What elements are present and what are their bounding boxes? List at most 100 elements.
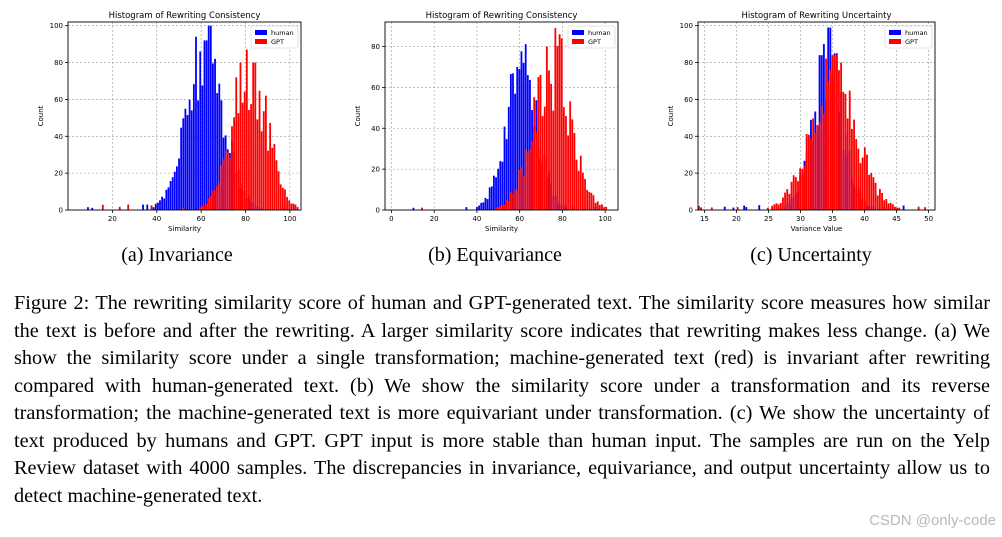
histogram-bar (560, 38, 563, 210)
histogram-bar (868, 174, 871, 210)
histogram-bar (571, 119, 574, 210)
histogram-bar (777, 204, 780, 210)
histogram-bar (159, 200, 161, 210)
histogram-bar (499, 161, 502, 210)
y-tick-label: 20 (684, 170, 693, 178)
histogram-bar (167, 187, 170, 210)
histogram-bar (182, 207, 185, 210)
subcaption-invariance: (a) Invariance (121, 244, 233, 266)
legend-swatch (889, 30, 901, 35)
histogram-bar (421, 207, 423, 210)
histogram-bar (269, 123, 272, 210)
histogram-bar (212, 190, 214, 210)
y-tick-label: 40 (371, 125, 380, 133)
histogram-bar (205, 40, 208, 211)
histogram-bar (732, 207, 735, 210)
histogram-bar (846, 118, 849, 210)
histogram-bar (214, 58, 216, 210)
histogram-bar (556, 46, 559, 211)
histogram-bar (779, 203, 782, 210)
histogram-bar (541, 115, 544, 210)
histogram-bar (216, 186, 219, 210)
histogram-bar (831, 55, 834, 211)
histogram-bar (577, 170, 580, 210)
histogram-bar (743, 205, 746, 210)
histogram-bar (224, 151, 227, 210)
histogram-bar (279, 184, 282, 210)
histogram-bar (550, 83, 553, 210)
y-tick-label: 40 (54, 133, 63, 141)
histogram-bar (203, 40, 206, 211)
histogram-bar (507, 201, 510, 210)
histogram-bar (874, 182, 877, 210)
histogram-bar (488, 187, 491, 210)
histogram-bar (91, 207, 94, 210)
histogram-bar (883, 200, 886, 210)
histogram-bar (163, 198, 166, 210)
legend-swatch (889, 39, 901, 44)
series-GPT (421, 28, 608, 211)
histogram-bar (252, 62, 255, 211)
histogram-bar (190, 110, 193, 210)
x-tick-label: 40 (152, 215, 161, 223)
histogram-bar (818, 122, 821, 210)
legend-label: human (588, 29, 611, 37)
histogram-bar (490, 186, 493, 210)
histogram-bar (199, 206, 202, 210)
y-tick-label: 80 (371, 43, 380, 51)
histogram-bar (803, 166, 806, 210)
histogram-bar (835, 54, 838, 210)
histogram-bar (822, 113, 825, 210)
histogram-bar (237, 113, 240, 210)
histogram-bar (771, 205, 774, 210)
histogram-bar (794, 177, 797, 210)
histogram-bar (482, 202, 485, 210)
histogram-bar (188, 99, 191, 210)
histogram-bar (596, 201, 599, 210)
histogram-bar (775, 203, 778, 210)
x-axis-label: Similarity (485, 225, 518, 233)
histogram-bar (226, 151, 229, 210)
histogram-bar (526, 75, 529, 210)
histogram-bar (243, 91, 246, 210)
histogram-bar (885, 198, 888, 210)
histogram-bar (231, 126, 233, 210)
y-tick-label: 60 (684, 96, 693, 104)
histogram-bar (522, 176, 525, 210)
histogram-bar (520, 51, 523, 211)
histogram-bar (520, 167, 523, 210)
histogram-bar (497, 207, 500, 210)
histogram-bar (207, 25, 210, 210)
histogram-bar (505, 139, 508, 210)
histogram-bar (273, 143, 276, 210)
histogram-bar (805, 134, 808, 210)
y-tick-label: 100 (50, 22, 63, 30)
histogram-bar (150, 205, 153, 210)
histogram-bar (292, 203, 295, 210)
x-tick-label: 30 (796, 215, 805, 223)
y-axis-label: Count (667, 105, 675, 126)
histogram-bar (497, 168, 500, 210)
histogram-bar (581, 172, 584, 210)
histogram-bar (825, 58, 827, 210)
chart-title: Histogram of Rewriting Consistency (426, 11, 578, 21)
histogram-bar (857, 148, 860, 210)
histogram-bar (579, 155, 582, 210)
histogram-bar (573, 133, 576, 210)
histogram-bar (281, 187, 284, 210)
histogram-bar (235, 77, 238, 210)
histogram-bar (891, 204, 894, 210)
series-GPT (101, 49, 299, 211)
x-tick-label: 80 (241, 215, 250, 223)
histogram-bar (567, 135, 569, 210)
histogram-bar (844, 93, 847, 210)
histogram-bar (514, 93, 517, 210)
histogram-bar (239, 62, 242, 211)
histogram-bar (545, 46, 548, 210)
histogram-bar (127, 204, 130, 210)
histogram-bar (201, 205, 204, 210)
histogram-bar (503, 204, 506, 210)
histogram-bar (156, 202, 159, 210)
